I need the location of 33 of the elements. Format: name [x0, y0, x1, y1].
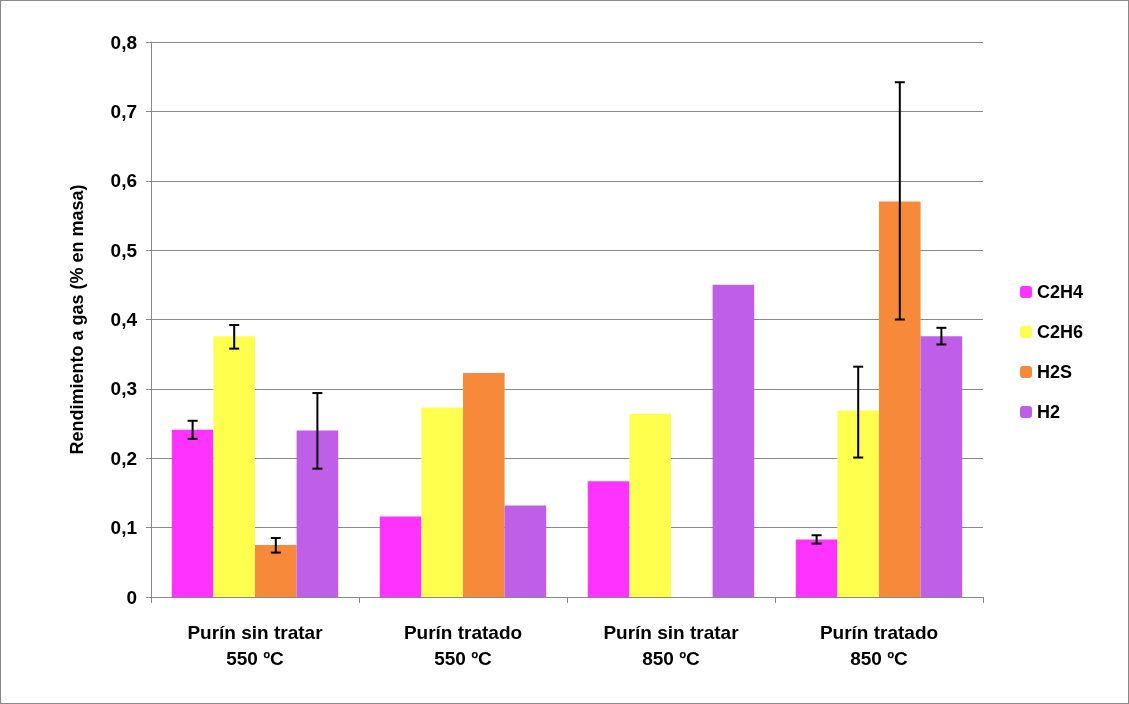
bar [920, 336, 963, 597]
bar [504, 505, 547, 597]
x-tick-label: Purín sin tratar 850 ºC [603, 621, 740, 669]
bar [837, 410, 879, 597]
y-tick-label: 0,2 [110, 447, 137, 469]
bar [421, 407, 463, 597]
y-axis-title: Rendimiento a gas (% en masa) [67, 184, 87, 455]
x-tick-label: Purín tratado 850 ºC [819, 621, 939, 669]
bar [587, 481, 630, 597]
y-tick-label: 0,6 [110, 170, 137, 192]
bar [463, 372, 505, 597]
y-tick-label: 0,1 [110, 517, 138, 539]
y-tick-label: 0 [126, 586, 137, 608]
bar [171, 429, 214, 597]
bar [795, 539, 838, 597]
legend-label: C2H4 [1036, 282, 1084, 302]
x-tick-label: Purín tratado 550 ºC [403, 621, 523, 669]
bar [296, 430, 339, 597]
y-tick-label: 0,3 [110, 378, 137, 400]
x-tick-label: Purín sin tratar 550 ºC [187, 621, 324, 669]
bar [213, 336, 255, 597]
bar [255, 544, 297, 597]
bar [879, 201, 921, 597]
legend-label: H2 [1036, 402, 1060, 422]
bar [629, 413, 671, 597]
y-tick-label: 0,5 [110, 239, 138, 261]
bar [379, 516, 422, 597]
bar [712, 284, 755, 597]
y-tick-label: 0,7 [110, 100, 137, 122]
y-tick-label: 0,4 [110, 309, 138, 330]
legend-label: H2S [1036, 362, 1072, 382]
legend-label: C2H6 [1036, 322, 1084, 342]
y-tick-label: 0,8 [110, 31, 137, 53]
